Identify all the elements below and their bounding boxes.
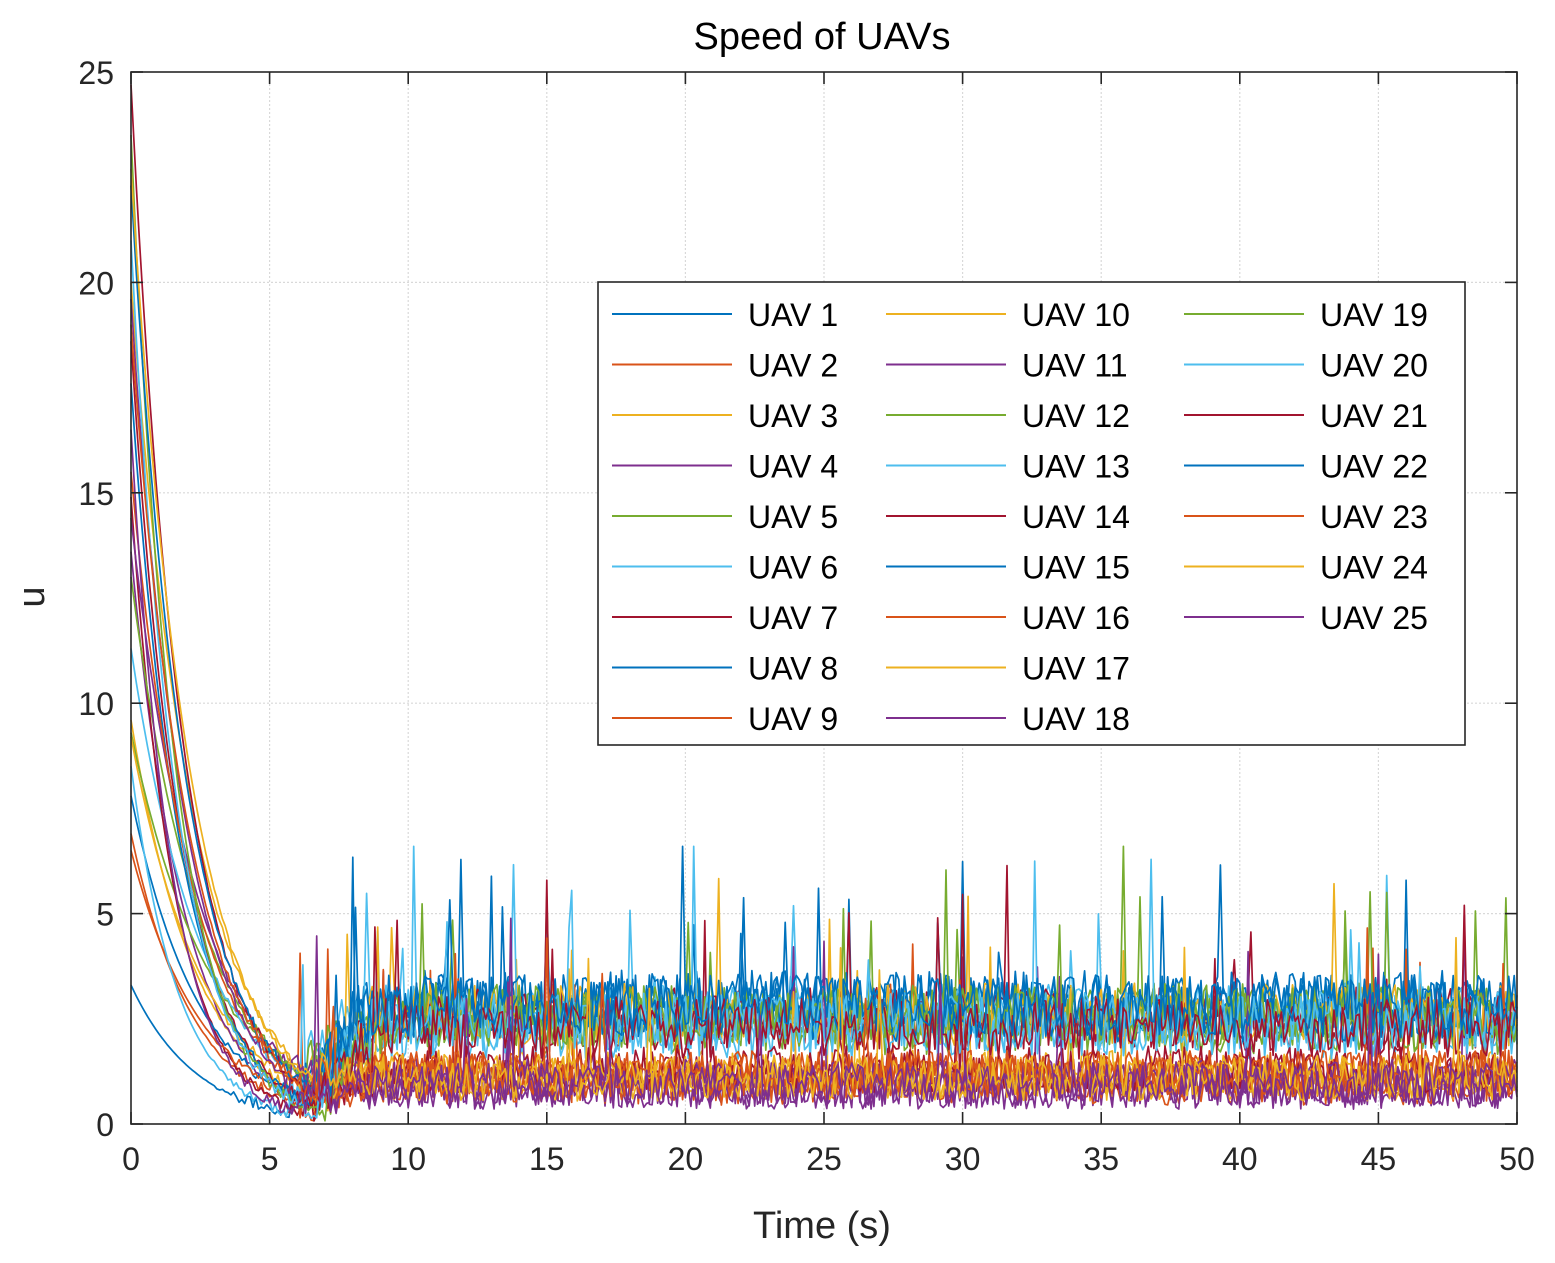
legend-label: UAV 20 [1320, 348, 1428, 384]
x-tick-label: 10 [390, 1141, 426, 1177]
legend-label: UAV 8 [748, 651, 838, 687]
legend-label: UAV 17 [1022, 651, 1130, 687]
series-line-uav-22 [130, 185, 1518, 1097]
chart-title: Speed of UAVs [693, 16, 950, 58]
legend-label: UAV 3 [748, 398, 838, 434]
ticks [130, 71, 1518, 1125]
legend-label: UAV 10 [1022, 297, 1130, 333]
legend-label: UAV 18 [1022, 701, 1130, 737]
x-tick-label: 20 [668, 1141, 704, 1177]
y-axis-label: u [11, 586, 53, 607]
legend-label: UAV 19 [1320, 297, 1428, 333]
y-tick-label: 20 [78, 265, 114, 301]
legend-label: UAV 4 [748, 449, 838, 485]
legend-label: UAV 13 [1022, 449, 1130, 485]
x-tick-label: 5 [261, 1141, 279, 1177]
legend-label: UAV 9 [748, 701, 838, 737]
x-tick-label: 35 [1083, 1141, 1119, 1177]
legend-label: UAV 15 [1022, 550, 1130, 586]
x-tick-label: 15 [529, 1141, 565, 1177]
legend-label: UAV 2 [748, 348, 838, 384]
y-tick-label: 10 [78, 686, 114, 722]
legend-label: UAV 25 [1320, 600, 1428, 636]
legend-label: UAV 5 [748, 499, 838, 535]
x-axis-label: Time (s) [753, 1205, 891, 1247]
tick-labels: 0 5 10 15 20 25 30 35 40 45 50 0 5 10 15 20 25 [78, 55, 1534, 1177]
legend-box [597, 281, 1466, 746]
y-tick-label: 15 [78, 476, 114, 512]
legend-label: UAV 11 [1022, 348, 1128, 384]
legend-label: UAV 22 [1320, 449, 1428, 485]
x-tick-label: 30 [945, 1141, 981, 1177]
legend-label: UAV 24 [1320, 550, 1428, 586]
y-tick-label: 5 [96, 897, 114, 933]
y-tick-label: 25 [78, 55, 114, 91]
x-tick-label: 45 [1361, 1141, 1397, 1177]
series-line-uav-21 [130, 84, 1518, 1114]
legend-label: UAV 12 [1022, 398, 1130, 434]
legend-label: UAV 14 [1022, 499, 1130, 535]
y-tick-label: 0 [96, 1107, 114, 1143]
series-line-uav-20 [130, 240, 1518, 1120]
legend-label: UAV 23 [1320, 499, 1428, 535]
series-layer [130, 84, 1518, 1122]
legend-label: UAV 6 [748, 550, 838, 586]
x-tick-label: 0 [122, 1141, 140, 1177]
legend-label: UAV 16 [1022, 600, 1130, 636]
legend: UAV 1 UAV 2 UAV 3 UAV 4 UAV 5 UAV 6 UAV 7 UAV 8… [597, 281, 1466, 746]
legend-label: UAV 7 [748, 600, 838, 636]
x-tick-label: 25 [806, 1141, 842, 1177]
x-tick-label: 50 [1499, 1141, 1535, 1177]
series-line-uav-25 [130, 429, 1518, 1115]
x-tick-label: 40 [1222, 1141, 1258, 1177]
series-line-uav-18 [130, 299, 1518, 1106]
legend-label: UAV 21 [1320, 398, 1428, 434]
legend-label: UAV 1 [748, 297, 838, 333]
